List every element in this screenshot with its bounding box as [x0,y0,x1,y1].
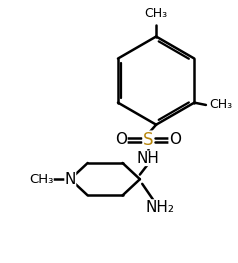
Text: CH₃: CH₃ [209,98,233,112]
Text: NH: NH [137,151,159,166]
Text: N: N [64,172,76,187]
Text: CH₃: CH₃ [144,7,168,20]
Text: NH₂: NH₂ [145,200,174,215]
Text: O: O [115,132,127,147]
Text: O: O [169,132,181,147]
Text: CH₃: CH₃ [29,173,54,186]
Text: S: S [143,131,153,149]
